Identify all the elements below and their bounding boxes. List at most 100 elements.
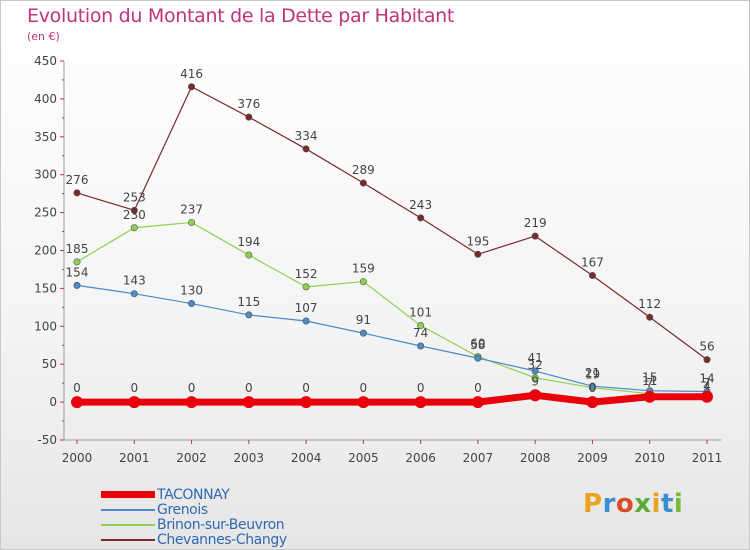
data-label: 91: [356, 313, 371, 327]
x-tick-label: 2001: [119, 451, 150, 465]
data-label: 0: [245, 381, 253, 395]
legend-item: Chevannes-Changy: [101, 531, 287, 548]
legend-swatch: [101, 508, 155, 511]
data-label: 14: [699, 371, 714, 385]
logo-letter: r: [602, 489, 616, 519]
data-label: 11: [642, 374, 657, 388]
data-point: [188, 218, 196, 226]
data-point: [588, 272, 596, 280]
unit-label: (en €): [27, 30, 60, 43]
data-label: 0: [73, 381, 81, 395]
data-point: [302, 145, 310, 153]
data-label: 7: [646, 376, 654, 390]
data-point: [417, 214, 425, 222]
data-point: [242, 396, 255, 409]
legend-label: Grenois: [157, 501, 208, 518]
y-tick-label: 350: [34, 130, 57, 144]
data-label: 376: [237, 97, 260, 111]
data-point: [414, 396, 427, 409]
data-label: 0: [589, 381, 597, 395]
data-label: 21: [585, 366, 600, 380]
data-label: 115: [237, 295, 260, 309]
data-point: [417, 322, 425, 330]
data-label: 101: [409, 306, 432, 320]
data-label: 41: [528, 351, 543, 365]
x-tick-label: 2009: [577, 451, 608, 465]
data-point: [531, 232, 539, 240]
proxiti-logo: Proxiti: [583, 489, 683, 519]
x-tick-label: 2008: [520, 451, 551, 465]
data-label: 56: [699, 340, 714, 354]
y-tick-label: 150: [34, 281, 57, 295]
legend-swatch: [101, 538, 155, 541]
data-label: 0: [130, 381, 138, 395]
data-point: [130, 224, 138, 232]
data-label: 4: [703, 379, 711, 393]
logo-letter: P: [583, 489, 603, 519]
x-tick-label: 2006: [405, 451, 436, 465]
x-tick-label: 2004: [291, 451, 322, 465]
data-label: 152: [295, 267, 318, 281]
y-tick-label: -50: [37, 433, 57, 447]
logo-letter: o: [615, 489, 635, 519]
data-point: [73, 258, 81, 266]
data-point: [357, 396, 370, 409]
legend: TACONNAY Grenois Brinon-sur-Beuvron Chevann…: [101, 487, 287, 548]
data-label: 289: [352, 163, 375, 177]
data-point: [73, 281, 81, 289]
data-label: 167: [581, 256, 604, 270]
x-tick-label: 2003: [234, 451, 265, 465]
legend-label: Chevannes-Changy: [157, 531, 287, 548]
data-label: 276: [66, 173, 89, 187]
data-label: 60: [470, 337, 485, 351]
x-tick-label: 2005: [348, 451, 379, 465]
y-tick-label: 450: [34, 54, 57, 68]
data-label: 416: [180, 67, 203, 81]
data-label: 32: [528, 358, 543, 372]
data-point: [529, 389, 542, 402]
legend-swatch: [101, 491, 155, 498]
y-tick-label: 400: [34, 92, 57, 106]
series-line-0: [77, 391, 707, 406]
logo-letter: x: [634, 489, 652, 519]
chart-title: Evolution du Montant de la Dette par Hab…: [27, 5, 455, 27]
y-tick-label: 100: [34, 319, 57, 333]
data-label: 7: [703, 376, 711, 390]
data-point: [130, 206, 138, 214]
data-point: [188, 83, 196, 91]
series-line-3: [76, 86, 708, 361]
data-point: [300, 396, 313, 409]
y-tick-label: 50: [42, 357, 57, 371]
data-point: [586, 396, 599, 409]
data-label: 15: [642, 371, 657, 385]
data-label: 253: [123, 190, 146, 204]
data-label: 334: [295, 129, 318, 143]
data-label: 74: [413, 326, 428, 340]
data-label: 194: [237, 235, 260, 249]
data-point: [471, 396, 484, 409]
x-tick-label: 2000: [62, 451, 93, 465]
y-tick-label: 200: [34, 244, 57, 258]
data-point: [531, 367, 539, 375]
legend-swatch: [101, 523, 155, 526]
data-label: 143: [123, 274, 146, 288]
data-point: [701, 390, 713, 403]
legend-item: Brinon-sur-Beuvron: [101, 517, 287, 533]
data-label: 0: [302, 381, 310, 395]
series-line-2: [76, 221, 708, 400]
x-tick-label: 2007: [463, 451, 494, 465]
data-point: [643, 390, 656, 403]
y-tick-label: 0: [49, 395, 57, 409]
data-point: [245, 311, 253, 319]
data-label: 0: [188, 381, 196, 395]
data-point: [474, 354, 482, 362]
data-point: [359, 278, 367, 286]
data-point: [646, 313, 654, 321]
data-point: [417, 342, 425, 350]
data-point: [359, 329, 367, 337]
data-label: 0: [360, 381, 368, 395]
data-label: 230: [123, 208, 146, 222]
data-label: 195: [466, 234, 489, 248]
series-line-1: [76, 284, 708, 393]
